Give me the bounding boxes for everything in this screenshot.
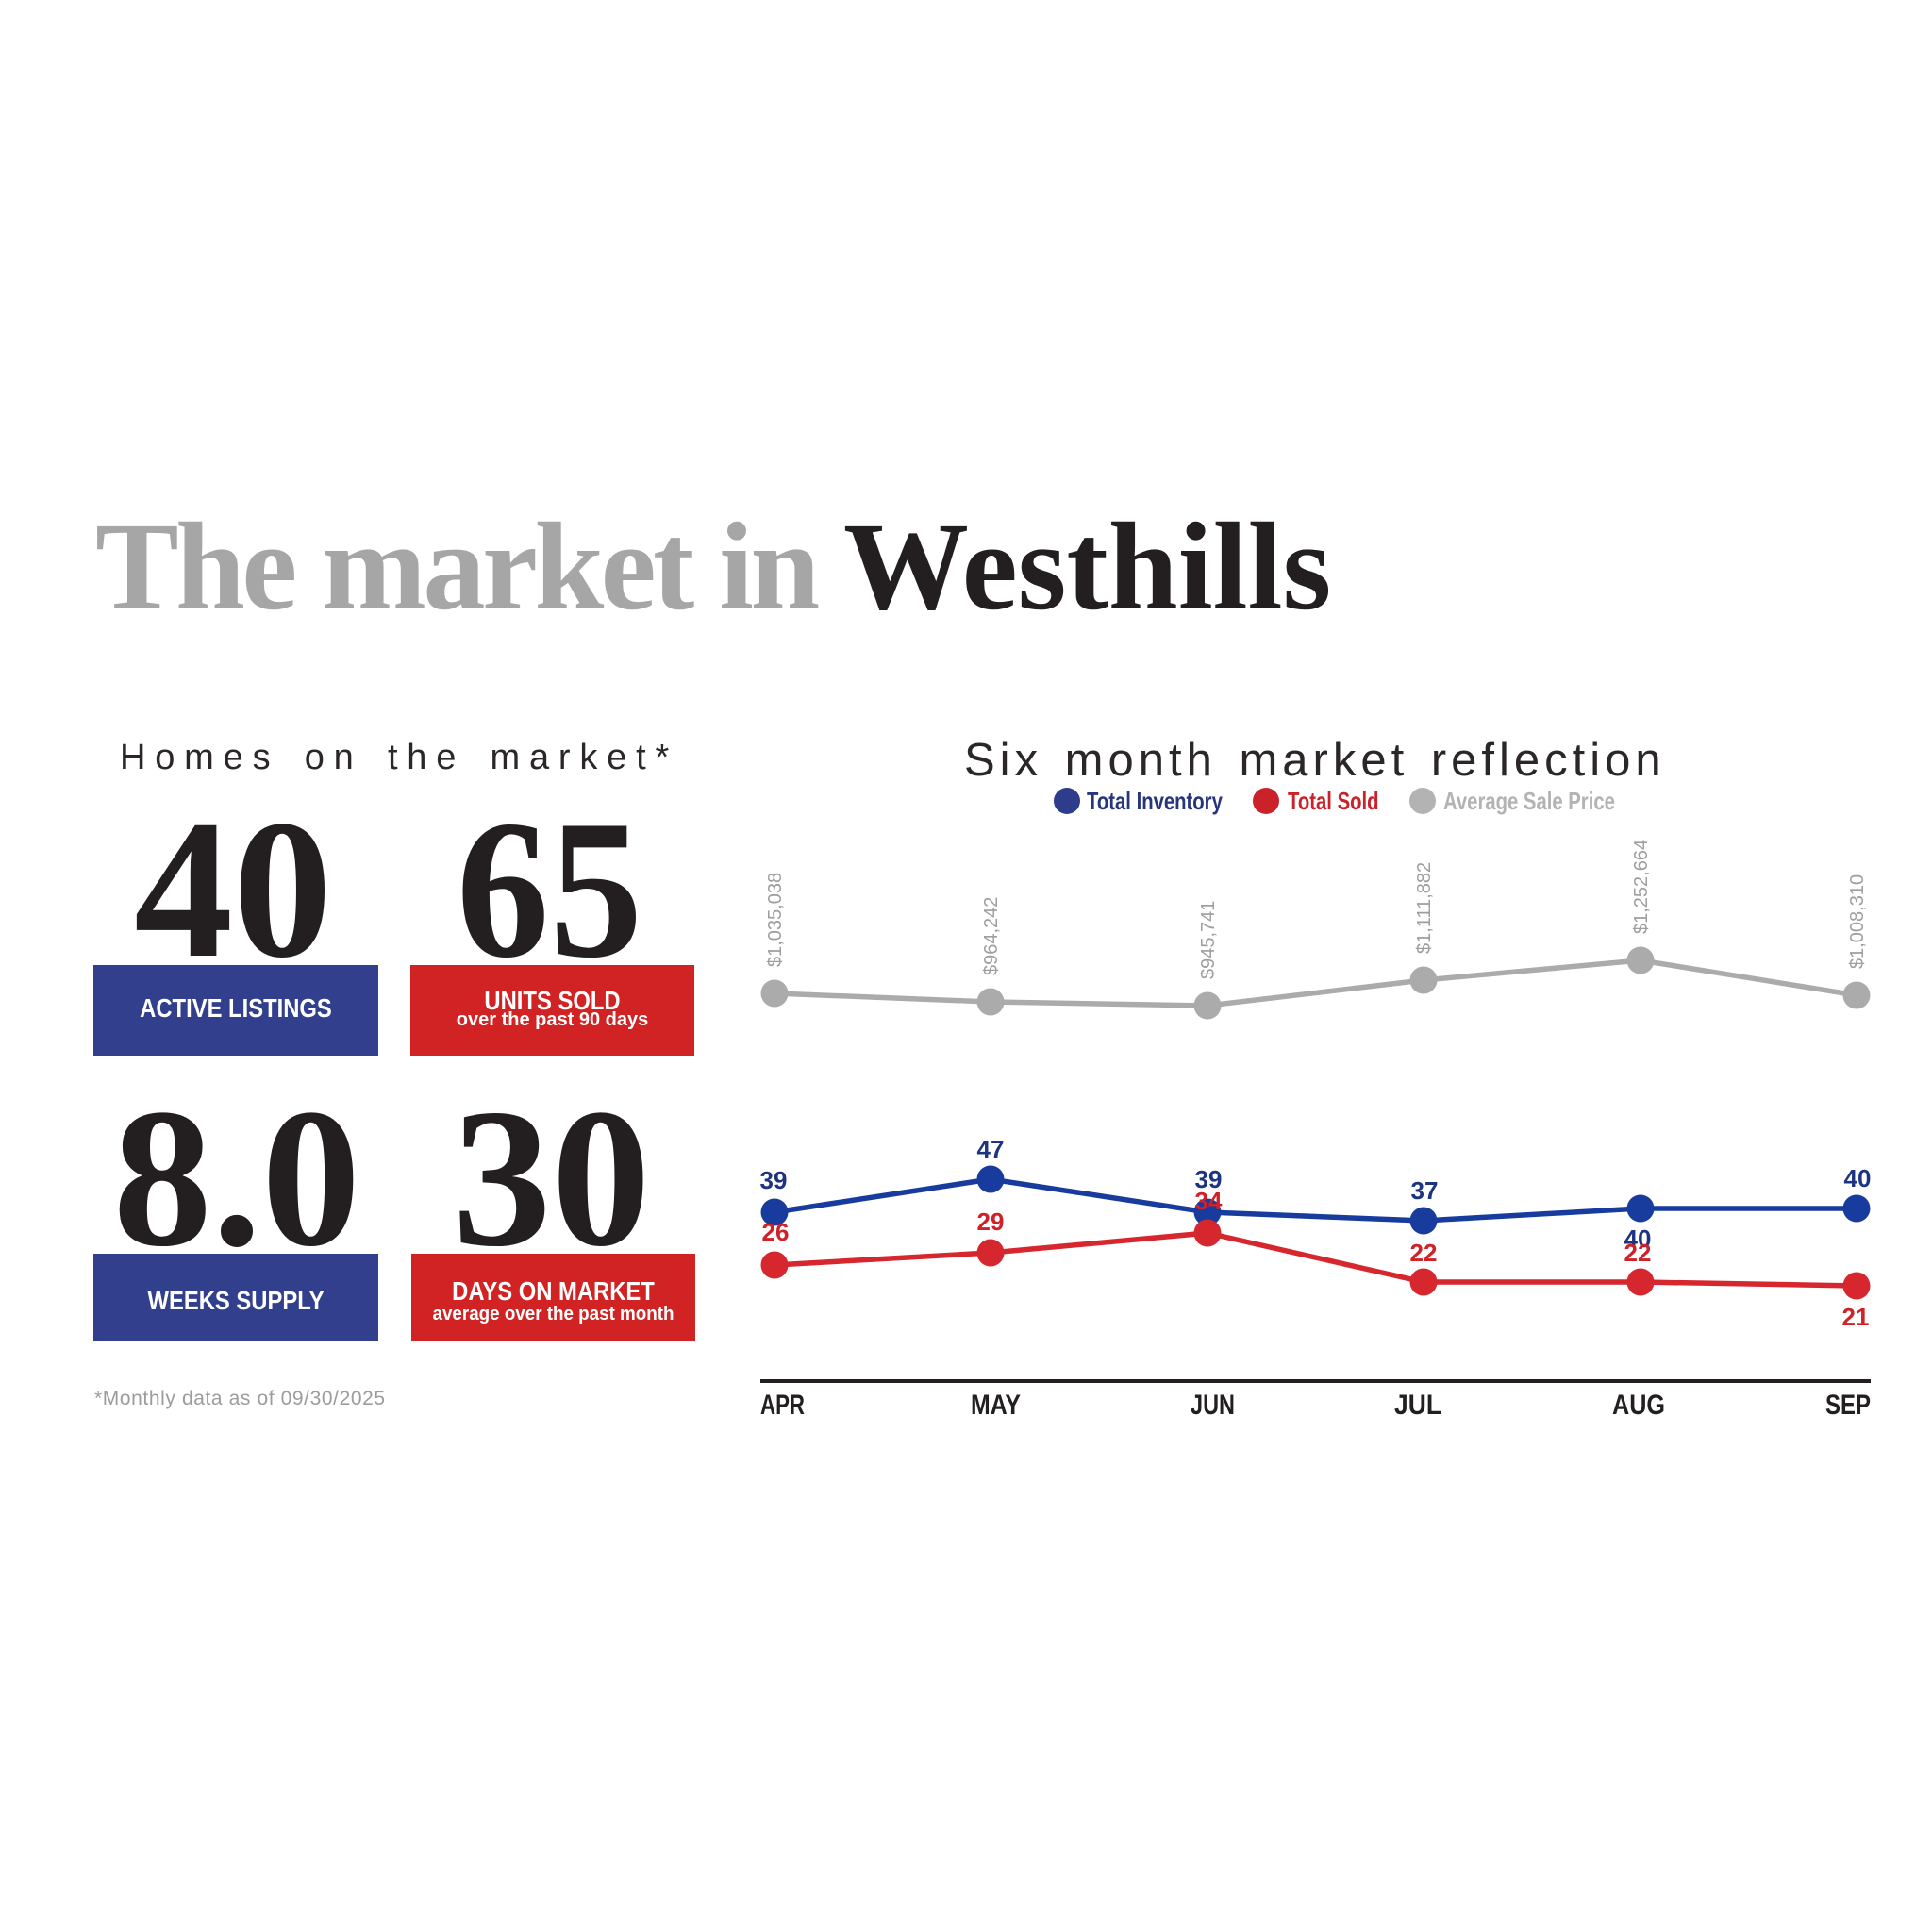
svg-text:21: 21 [1842, 1303, 1870, 1331]
svg-text:$945,741: $945,741 [1198, 901, 1219, 979]
svg-text:$1,035,038: $1,035,038 [765, 873, 786, 967]
svg-text:39: 39 [760, 1166, 788, 1194]
svg-text:29: 29 [977, 1208, 1005, 1236]
svg-text:APR: APR [760, 1390, 805, 1421]
svg-text:MAY: MAY [971, 1390, 1021, 1421]
svg-text:$1,252,664: $1,252,664 [1631, 840, 1652, 934]
svg-text:34: 34 [1195, 1187, 1223, 1215]
svg-text:47: 47 [977, 1135, 1005, 1163]
svg-text:22: 22 [1624, 1239, 1652, 1267]
svg-text:26: 26 [762, 1218, 790, 1246]
svg-text:$1,111,882: $1,111,882 [1414, 862, 1435, 954]
svg-text:JUN: JUN [1191, 1390, 1235, 1421]
svg-text:39: 39 [1195, 1165, 1223, 1193]
svg-text:40: 40 [1624, 1224, 1652, 1253]
svg-text:$964,242: $964,242 [981, 897, 1002, 975]
svg-text:SEP: SEP [1825, 1390, 1871, 1421]
svg-text:40: 40 [1844, 1164, 1872, 1192]
svg-text:$1,008,310: $1,008,310 [1847, 874, 1868, 969]
svg-text:JUL: JUL [1394, 1390, 1441, 1421]
svg-text:22: 22 [1410, 1239, 1438, 1267]
svg-text:37: 37 [1411, 1176, 1439, 1205]
svg-text:AUG: AUG [1612, 1390, 1665, 1421]
